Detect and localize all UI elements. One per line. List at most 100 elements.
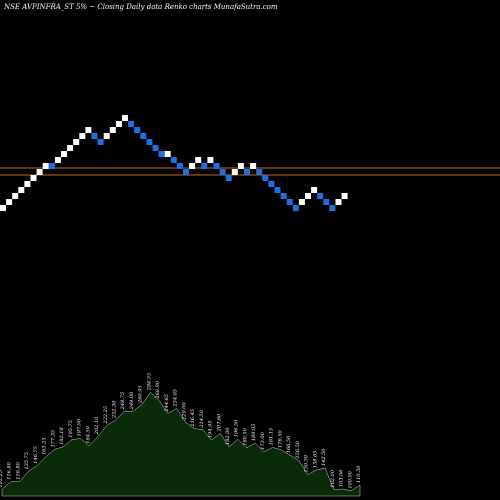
volume-label: 182.00 bbox=[225, 427, 231, 445]
volume-label: 284.35 bbox=[146, 373, 152, 392]
volume-label: 102.25 bbox=[0, 470, 4, 488]
volume-label: 142.50 bbox=[321, 448, 327, 466]
renko-brick-up bbox=[109, 127, 116, 133]
renko-brick-up bbox=[341, 193, 348, 199]
volume-label: 166.50 bbox=[286, 435, 292, 453]
volume-label: 116.80 bbox=[15, 461, 21, 479]
renko-brick-up bbox=[6, 199, 13, 205]
volume-label: 103.06 bbox=[339, 469, 345, 487]
renko-brick-down bbox=[256, 169, 263, 175]
volume-label: 184.50 bbox=[85, 425, 91, 443]
volume-label: 214.50 bbox=[199, 409, 205, 428]
renko-brick-down bbox=[286, 199, 293, 205]
renko-brick-down bbox=[128, 121, 135, 127]
renko-brick-up bbox=[61, 151, 67, 157]
volume-label: 268.90 bbox=[155, 380, 161, 399]
renko-brick-down bbox=[170, 157, 177, 163]
volume-label: 232.30 bbox=[112, 400, 118, 419]
renko-brick-up bbox=[67, 145, 74, 151]
renko-brick-up bbox=[42, 163, 49, 169]
renko-brick-up bbox=[36, 169, 43, 175]
volume-label: 229.00 bbox=[181, 402, 187, 421]
volume-label: 138.65 bbox=[312, 451, 318, 469]
volume-label: 173.00 bbox=[260, 431, 266, 449]
renko-brick-up bbox=[103, 133, 110, 139]
volume-label: 180.50 bbox=[242, 427, 248, 445]
renko-brick-up bbox=[85, 127, 92, 133]
renko-brick-down bbox=[225, 175, 232, 181]
renko-brick-up bbox=[250, 163, 257, 169]
volume-label: 248.75 bbox=[120, 392, 126, 411]
renko-brick-down bbox=[146, 139, 153, 145]
volume-label: 222.25 bbox=[103, 406, 109, 425]
renko-brick-down bbox=[91, 133, 98, 139]
renko-brick-down bbox=[140, 133, 147, 139]
renko-brick-down bbox=[323, 199, 330, 205]
renko-brick-up bbox=[237, 163, 244, 169]
renko-brick-down bbox=[97, 139, 104, 145]
renko-brick-up bbox=[189, 163, 196, 169]
renko-brick-down bbox=[274, 187, 281, 193]
renko-brick-up bbox=[30, 175, 37, 181]
renko-brick-up bbox=[298, 199, 305, 205]
renko-brick-down bbox=[201, 163, 208, 169]
renko-brick-up bbox=[115, 121, 122, 127]
volume-label: 130.30 bbox=[304, 454, 310, 472]
renko-brick-up bbox=[311, 187, 318, 193]
volume-label: 196.50 bbox=[234, 419, 240, 437]
renko-brick-up bbox=[195, 157, 202, 163]
volume-label: 181.15 bbox=[269, 428, 275, 446]
volume-label: 102.00 bbox=[330, 469, 336, 487]
renko-brick-up bbox=[305, 193, 311, 199]
renko-brick-down bbox=[134, 127, 141, 133]
renko-brick-down bbox=[183, 169, 189, 175]
volume-label: 156.50 bbox=[295, 440, 301, 458]
volume-label: 116.80 bbox=[7, 461, 13, 479]
renko-brick-down bbox=[329, 205, 336, 211]
renko-brick-up bbox=[73, 139, 80, 145]
volume-label: 135.75 bbox=[24, 452, 30, 470]
renko-brick-up bbox=[207, 157, 214, 163]
volume-label: 216.45 bbox=[190, 409, 196, 428]
volume-label: 110.50 bbox=[356, 465, 362, 483]
renko-brick-down bbox=[176, 163, 183, 169]
renko-brick-up bbox=[54, 157, 61, 163]
volume-label: 244.65 bbox=[164, 394, 170, 413]
volume-label: 197.90 bbox=[77, 418, 83, 436]
volume-label: 100.00 bbox=[347, 470, 353, 488]
renko-brick-down bbox=[317, 193, 324, 199]
volume-label: 163.25 bbox=[42, 437, 48, 455]
renko-brick-down bbox=[158, 151, 165, 157]
renko-brick-down bbox=[292, 205, 299, 211]
renko-brick-down bbox=[262, 175, 269, 181]
renko-brick-up bbox=[0, 205, 6, 211]
renko-brick-up bbox=[122, 115, 128, 121]
renko-brick-up bbox=[335, 199, 342, 205]
renko-brick-up bbox=[231, 169, 238, 175]
volume-label: 146.75 bbox=[33, 446, 39, 464]
volume-label: 202.10 bbox=[94, 416, 100, 435]
volume-label: 254.05 bbox=[173, 389, 179, 408]
renko-brick-down bbox=[213, 163, 220, 169]
renko-brick-down bbox=[152, 145, 159, 151]
volume-label: 182.18 bbox=[59, 427, 65, 445]
renko-brick-down bbox=[48, 163, 55, 169]
volume-label: 176.50 bbox=[277, 430, 283, 448]
chart-title: NSE AVPINFRA_ST 5% ~ Closing Daily data … bbox=[4, 3, 278, 11]
volume-label: 195.75 bbox=[68, 420, 74, 438]
volume-area bbox=[1, 392, 361, 497]
volume-label: 194.95 bbox=[208, 421, 214, 439]
renko-brick-up bbox=[24, 181, 31, 187]
renko-brick-down bbox=[219, 169, 226, 175]
volume-label: 207.60 bbox=[216, 413, 222, 432]
volume-label: 189.05 bbox=[251, 424, 257, 442]
renko-brick-up bbox=[164, 151, 171, 157]
volume-label: 260.95 bbox=[138, 385, 144, 404]
volume-label: 177.35 bbox=[50, 430, 56, 448]
renko-brick-down bbox=[268, 181, 275, 187]
renko-brick-down bbox=[244, 169, 250, 175]
renko-brick-up bbox=[18, 187, 25, 193]
renko-brick-up bbox=[12, 193, 19, 199]
renko-brick-down bbox=[280, 193, 287, 199]
